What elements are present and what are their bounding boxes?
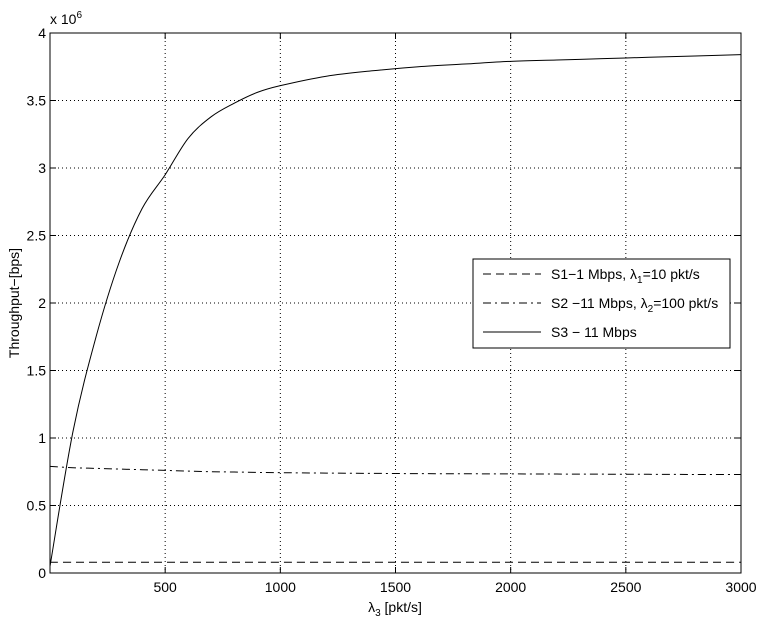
y-axis-multiplier: x 106 — [50, 10, 82, 27]
legend-label-1: S1−1 Mbps, λ1=10 pkt/s — [551, 266, 700, 286]
series-line-3 — [49, 54, 742, 567]
x-tick-label: 500 — [153, 579, 177, 595]
legend-label-3: S3 − 11 Mbps — [551, 324, 637, 340]
y-tick-label: 1.5 — [27, 363, 47, 379]
y-axis-label: Throughput−[bps] — [6, 248, 22, 358]
x-tick-label: 2500 — [610, 579, 641, 595]
legend-label-2: S2 −11 Mbps, λ2=100 pkt/s — [551, 295, 718, 315]
x-tick-label: 2000 — [495, 579, 526, 595]
x-tick-label: 3000 — [725, 579, 756, 595]
y-tick-label: 0.5 — [27, 498, 47, 514]
y-tick-label: 0 — [38, 565, 46, 581]
series-lines — [49, 54, 742, 567]
x-tick-label: 1500 — [380, 579, 411, 595]
y-tick-label: 2 — [38, 295, 46, 311]
x-axis-label: λ3 [pkt/s] — [368, 599, 422, 619]
axis-ticks: 500 1000 1500 2000 2500 3000 0 0.5 1 1.5 2 2.5 3 3.5 4 — [27, 25, 757, 595]
y-tick-label: 3 — [38, 160, 46, 176]
legend: S1−1 Mbps, λ1=10 pkt/s S2 −11 Mbps, λ2=10… — [472, 258, 731, 349]
series-line-2 — [49, 465, 742, 475]
y-tick-label: 3.5 — [27, 93, 47, 109]
x-tick-label: 1000 — [265, 579, 296, 595]
y-tick-label: 4 — [38, 25, 46, 41]
y-tick-label: 2.5 — [27, 228, 47, 244]
y-tick-label: 1 — [38, 430, 46, 446]
